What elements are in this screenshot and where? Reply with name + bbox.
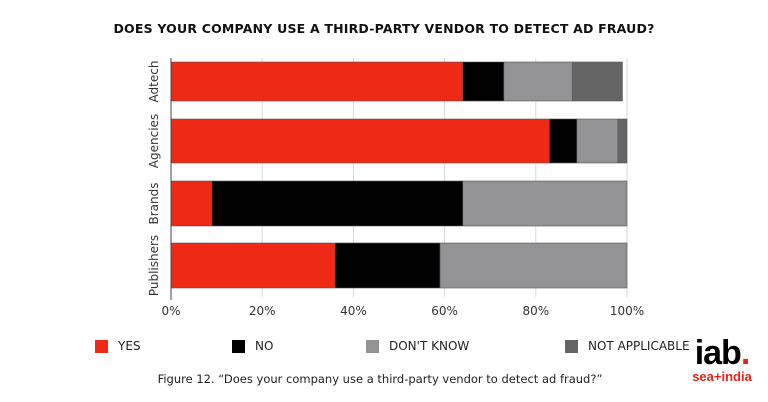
bar-segment-agencies-no: [549, 118, 578, 164]
y-category-label: Adtech: [147, 61, 161, 103]
x-tick-label: 80%: [522, 304, 549, 318]
x-tick-label: 60%: [431, 304, 458, 318]
legend-label: NOT APPLICABLE: [588, 339, 690, 353]
legend-swatch: [232, 339, 245, 353]
y-category-label: Agencies: [147, 114, 161, 168]
bar-segment-agencies-not-applicable: [617, 118, 628, 164]
bar-chart: 0% 20% 40% 60% 80% 100% Adtech Agencies Brands Pu…: [147, 58, 644, 318]
bar-segment-agencies-yes: [170, 118, 550, 164]
bar-segment-brands-don-t-know: [462, 180, 628, 227]
iab-logo: iab. sea+india: [686, 336, 758, 384]
x-tick-label: 0%: [161, 304, 180, 318]
legend-swatch: [565, 339, 578, 353]
bar-segment-brands-yes: [170, 180, 213, 227]
legend-swatch: [95, 339, 108, 353]
legend-item-don-t-know: DON'T KNOW: [366, 339, 469, 353]
bar-segment-adtech-yes: [170, 61, 464, 102]
legend-label: NO: [255, 339, 274, 353]
legend-item-yes: YES: [95, 339, 141, 353]
bar-segment-adtech-no: [462, 61, 505, 102]
bar-segment-publishers-don-t-know: [439, 242, 628, 289]
y-category-label: Publishers: [147, 235, 161, 296]
figure-caption: Figure 12. “Does your company use a thir…: [157, 372, 603, 386]
legend-item-not-applicable: NOT APPLICABLE: [565, 339, 690, 353]
legend-label: DON'T KNOW: [389, 339, 470, 353]
logo-text: iab: [694, 334, 742, 372]
logo-dot: .: [740, 334, 751, 372]
legend-item-no: NO: [232, 339, 273, 353]
bar-segment-publishers-no: [334, 242, 441, 289]
bar-segment-adtech-not-applicable: [571, 61, 623, 102]
bar-segment-adtech-don-t-know: [503, 61, 573, 102]
bar-segment-publishers-yes: [170, 242, 336, 289]
legend-swatch: [366, 339, 379, 353]
logo-subtext: sea+india: [692, 369, 752, 384]
bar-segment-agencies-don-t-know: [576, 118, 619, 164]
chart-title: DOES YOUR COMPANY USE A THIRD-PARTY VEND…: [113, 21, 655, 36]
legend-label: YES: [118, 339, 141, 353]
x-tick-label: 100%: [610, 304, 644, 318]
y-category-label: Brands: [147, 183, 161, 225]
x-tick-label: 20%: [249, 304, 276, 318]
bar-segment-brands-no: [211, 180, 464, 227]
x-tick-label: 40%: [340, 304, 367, 318]
